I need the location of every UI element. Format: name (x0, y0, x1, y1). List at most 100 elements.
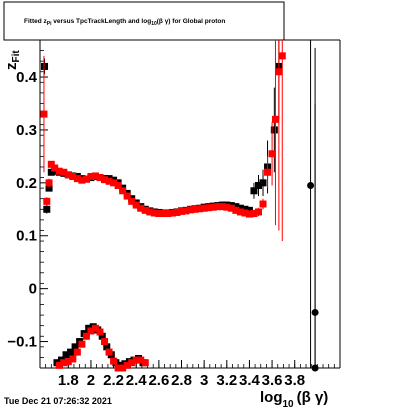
x-axis-title: log10 (β γ) (260, 389, 328, 409)
data-point (87, 172, 95, 180)
data-point (178, 207, 186, 215)
data-point (137, 204, 145, 212)
y-tick-label: −0.1 (7, 334, 37, 351)
data-point (91, 172, 99, 180)
x-tick-label: 3.4 (239, 372, 261, 389)
x-tick-label: 2.8 (171, 372, 192, 389)
data-point (101, 176, 109, 184)
x-tick-label: 2.6 (148, 372, 169, 389)
data-point (250, 187, 258, 195)
data-point (114, 181, 122, 189)
data-point (64, 358, 72, 366)
data-point (64, 171, 72, 179)
x-tick-label: 2 (87, 372, 95, 389)
data-point (275, 68, 283, 76)
series-0 (41, 40, 319, 372)
data-point (241, 209, 249, 217)
x-tick-label: 3.8 (284, 372, 305, 389)
data-point (268, 150, 276, 158)
data-point (55, 167, 63, 175)
y-axis-title: zFit (3, 50, 22, 70)
data-point (110, 179, 118, 187)
x-tick-label: 3 (200, 372, 208, 389)
data-point (55, 361, 63, 369)
data-point (123, 192, 131, 200)
data-point (218, 203, 226, 211)
data-point (114, 364, 122, 372)
series-1 (40, 40, 286, 372)
data-point (141, 206, 149, 214)
y-tick-label: 0.3 (16, 122, 37, 139)
data-point (232, 203, 240, 211)
data-point (164, 210, 172, 218)
y-tick-label: 0.1 (16, 228, 37, 245)
data-point (40, 110, 48, 118)
x-tick-labels: 1.8 2 2.2 2.4 2.6 2.8 3 3.2 3.4 3.6 3.8 (58, 372, 305, 389)
x-tick-label: 2.2 (103, 372, 124, 389)
data-point (187, 206, 195, 214)
data-point (259, 200, 267, 208)
data-point (150, 209, 158, 217)
data-point (128, 197, 136, 205)
data-point (205, 204, 213, 212)
data-point (41, 62, 49, 70)
data-point (173, 208, 181, 216)
data-point (236, 204, 244, 212)
data-point (241, 205, 249, 213)
data-point (71, 343, 79, 351)
data-point (168, 209, 176, 217)
data-point (67, 348, 75, 356)
data-point (43, 197, 51, 205)
data-point (236, 208, 244, 216)
data-layer (40, 40, 319, 372)
data-point (232, 206, 240, 214)
x-tick-label: 1.8 (58, 372, 79, 389)
chart-title-box (3, 1, 285, 41)
x-tick-label: 2.4 (126, 372, 148, 389)
data-point (51, 164, 59, 172)
data-point (82, 332, 90, 340)
data-point (69, 355, 77, 363)
data-point (110, 357, 118, 365)
data-point (69, 172, 77, 180)
data-point (98, 332, 106, 340)
data-point (103, 343, 111, 351)
data-point (196, 205, 204, 213)
x-tick-label: 3.6 (262, 372, 283, 389)
chart-title: Fitted zPi versus TpcTrackLength and log… (24, 18, 225, 27)
data-point (182, 207, 190, 215)
data-point (45, 184, 53, 192)
data-point (119, 187, 127, 195)
data-point (60, 168, 68, 176)
data-point (82, 175, 90, 183)
y-tick-label: 0 (29, 281, 37, 298)
data-point (45, 179, 53, 187)
data-point (270, 126, 278, 134)
plot-frame (39, 39, 341, 369)
data-point (96, 174, 104, 182)
data-point (43, 205, 51, 213)
data-point (119, 364, 127, 372)
data-point (214, 203, 222, 211)
data-point (278, 52, 286, 60)
data-point (73, 175, 81, 183)
data-point (209, 203, 217, 211)
data-point (123, 361, 131, 369)
data-point (259, 179, 267, 187)
data-point (91, 324, 99, 332)
timestamp: Tue Dec 21 07:26:32 2021 (4, 396, 112, 406)
data-point (271, 115, 279, 123)
data-point (128, 359, 136, 367)
data-point (307, 181, 315, 189)
data-point (96, 328, 104, 336)
data-point (73, 348, 81, 356)
data-point (254, 208, 262, 216)
data-point (87, 327, 95, 335)
data-point (105, 177, 113, 185)
y-tick-labels: 0.4 0.3 0.2 0.1 0 −0.1 (7, 69, 37, 351)
y-tick-label: 0.4 (16, 69, 38, 86)
data-point (159, 210, 167, 218)
y-tick-label: 0.2 (16, 175, 37, 192)
data-point (105, 348, 113, 356)
